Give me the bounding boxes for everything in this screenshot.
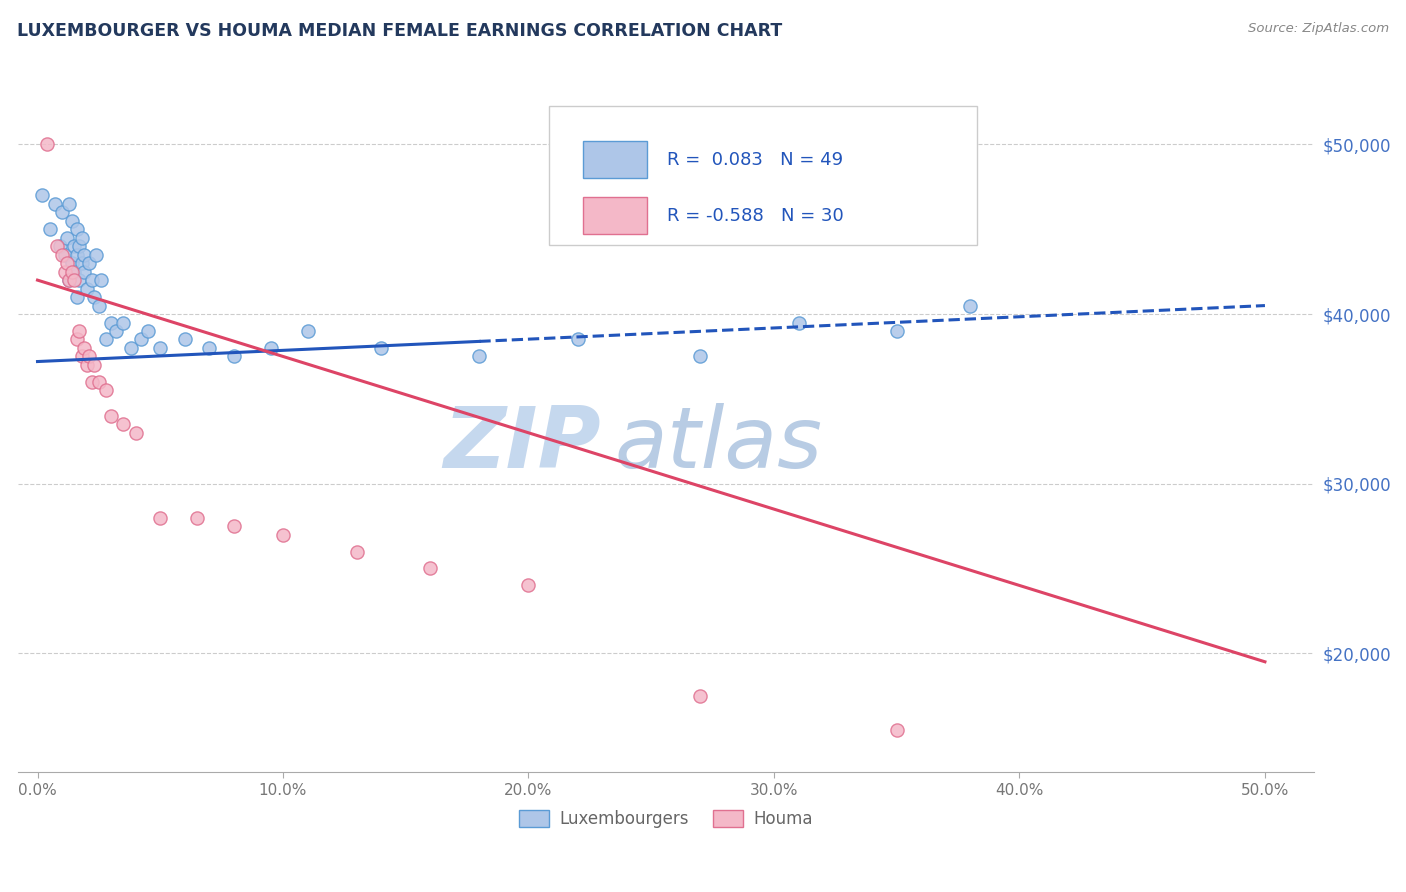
Point [70,256,93,270]
Point [44,196,66,211]
Point [37,137,59,152]
Point [66,333,89,347]
Point [56,256,79,270]
Point [77,350,100,364]
Text: LUXEMBOURGER VS HOUMA MEDIAN FEMALE EARNINGS CORRELATION CHART: LUXEMBOURGER VS HOUMA MEDIAN FEMALE EARN… [17,22,782,40]
Point [51,205,73,219]
Point [66,290,89,304]
Point [31,188,53,202]
FancyBboxPatch shape [550,106,977,244]
Point [48,239,70,253]
Point [63,265,86,279]
Point [63,239,86,253]
Point [96,384,118,398]
Point [38,222,60,236]
Point [567,333,589,347]
Point [149,510,172,524]
Point [136,324,159,338]
Point [66,222,89,236]
Point [73,341,96,355]
Point [86,248,108,262]
Point [58,273,80,287]
Text: atlas: atlas [614,403,823,486]
Point [271,527,294,541]
FancyBboxPatch shape [583,141,647,178]
Point [53,265,76,279]
Point [112,316,135,330]
Point [222,350,245,364]
Point [66,248,89,262]
Point [58,196,80,211]
Point [87,299,110,313]
Point [125,425,148,440]
Point [129,333,152,347]
Point [787,316,810,330]
Point [260,341,283,355]
Point [112,417,135,432]
Text: R =  0.083   N = 49: R = 0.083 N = 49 [668,151,844,169]
Point [87,375,110,389]
Point [80,273,103,287]
Point [468,350,491,364]
Point [346,544,368,558]
Point [51,248,73,262]
Point [60,256,83,270]
Point [67,324,90,338]
Point [67,239,90,253]
Text: R = -0.588   N = 30: R = -0.588 N = 30 [668,207,844,225]
Point [56,230,79,244]
Point [53,248,76,262]
Point [67,273,90,287]
Point [80,375,103,389]
Point [297,324,319,338]
Text: ZIP: ZIP [443,403,602,486]
Point [886,723,908,737]
Point [886,324,908,338]
Point [76,282,98,296]
Point [60,213,83,227]
Point [73,265,96,279]
Point [77,256,100,270]
Point [959,299,981,313]
Point [198,341,221,355]
Point [100,316,122,330]
Point [517,578,540,592]
FancyBboxPatch shape [583,197,647,235]
Point [83,358,105,372]
Point [90,273,112,287]
Point [73,248,96,262]
Point [58,273,80,287]
Point [105,324,128,338]
Point [46,239,69,253]
Legend: Luxembourgers, Houma: Luxembourgers, Houma [512,804,820,835]
Point [370,341,392,355]
Point [63,273,86,287]
Point [689,689,711,703]
Point [222,519,245,533]
Point [100,409,122,423]
Text: Source: ZipAtlas.com: Source: ZipAtlas.com [1249,22,1389,36]
Point [173,333,195,347]
Point [76,358,98,372]
Point [83,290,105,304]
Point [689,350,711,364]
Point [186,510,208,524]
Point [96,333,118,347]
Point [419,561,441,575]
Point [120,341,142,355]
Point [149,341,172,355]
Point [70,350,93,364]
Point [70,230,93,244]
Point [60,265,83,279]
